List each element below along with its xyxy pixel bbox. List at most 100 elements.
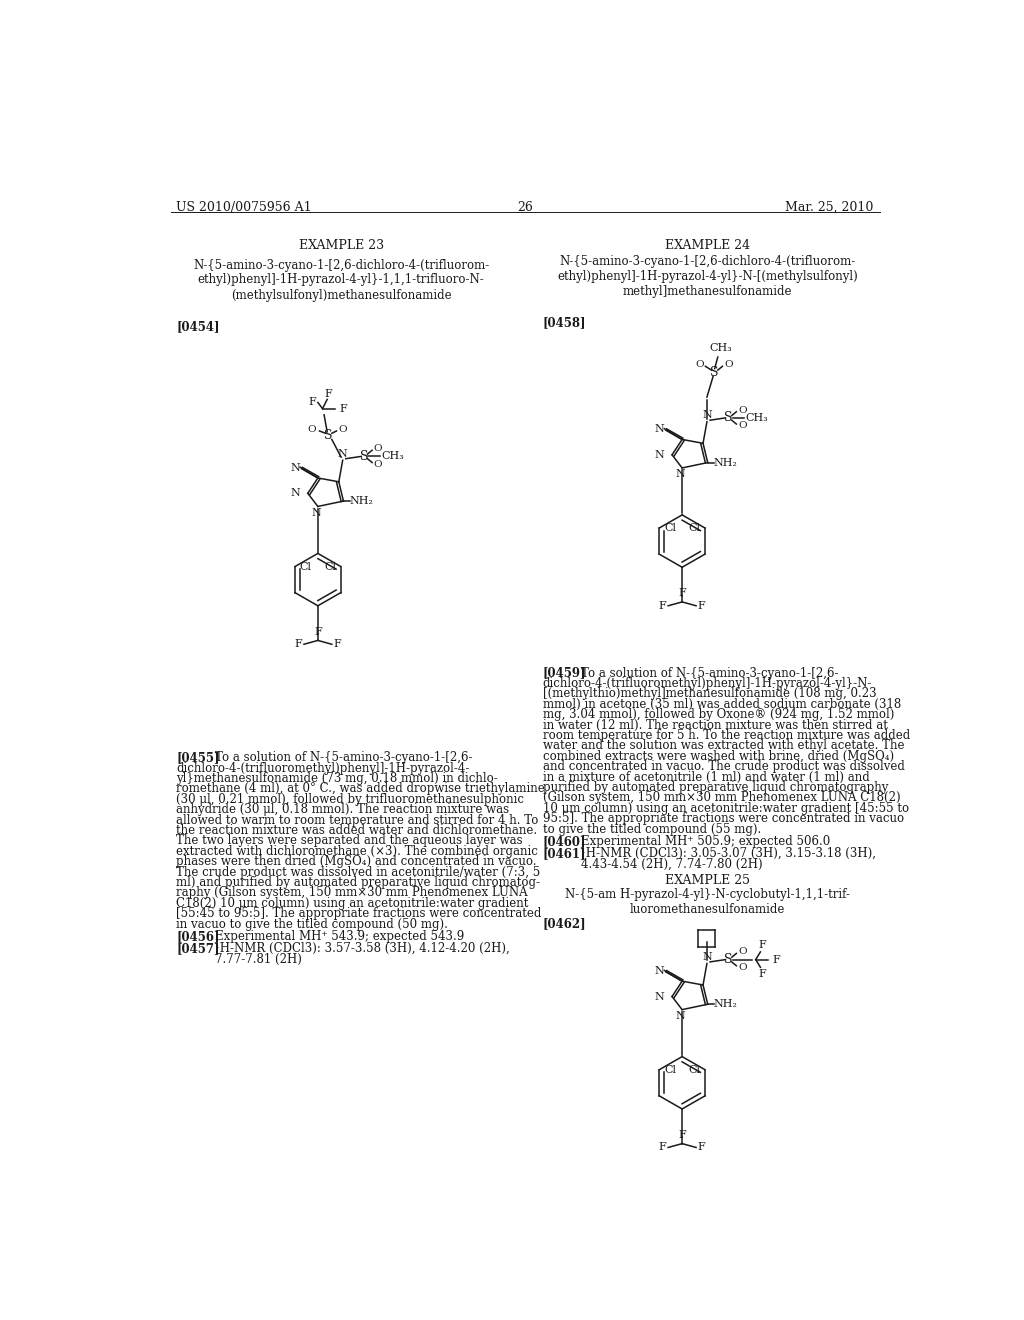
Text: F: F: [773, 954, 780, 965]
Text: O: O: [307, 425, 316, 434]
Text: N: N: [676, 470, 685, 479]
Text: (30 μl, 0.21 mmol), followed by trifluoromethanesulphonic: (30 μl, 0.21 mmol), followed by trifluor…: [176, 793, 524, 807]
Text: [0461]: [0461]: [543, 847, 586, 861]
Text: Cl: Cl: [664, 1065, 676, 1074]
Text: N: N: [654, 991, 665, 1002]
Text: Experimental MH⁺ 505.9; expected 506.0: Experimental MH⁺ 505.9; expected 506.0: [582, 836, 830, 849]
Text: F: F: [325, 389, 333, 400]
Text: S: S: [724, 412, 733, 425]
Text: EXAMPLE 25: EXAMPLE 25: [666, 874, 751, 887]
Text: F: F: [658, 601, 667, 611]
Text: [0459]: [0459]: [543, 667, 586, 680]
Text: CH₃: CH₃: [745, 413, 768, 422]
Text: romethane (4 ml), at 0° C., was added dropwise triethylamine: romethane (4 ml), at 0° C., was added dr…: [176, 783, 545, 796]
Text: NH₂: NH₂: [714, 999, 737, 1010]
Text: N-{5-am H-pyrazol-4-yl}-N-cyclobutyl-1,1,1-trif-
luoromethanesulfonamide: N-{5-am H-pyrazol-4-yl}-N-cyclobutyl-1,1…: [565, 888, 850, 916]
Text: ml) and purified by automated preparative liquid chromatog-: ml) and purified by automated preparativ…: [176, 876, 540, 890]
Text: To a solution of N-{5-amino-3-cyano-1-[2,6-: To a solution of N-{5-amino-3-cyano-1-[2…: [582, 667, 839, 680]
Text: in vacuo to give the titled compound (50 mg).: in vacuo to give the titled compound (50…: [176, 917, 447, 931]
Text: Mar. 25, 2010: Mar. 25, 2010: [785, 201, 873, 214]
Text: Experimental MH⁺ 543.9; expected 543.9: Experimental MH⁺ 543.9; expected 543.9: [215, 931, 464, 944]
Text: [55:45 to 95:5]. The appropriate fractions were concentrated: [55:45 to 95:5]. The appropriate fractio…: [176, 907, 542, 920]
Text: 4.43-4.54 (2H), 7.74-7.80 (2H): 4.43-4.54 (2H), 7.74-7.80 (2H): [582, 858, 763, 871]
Text: N: N: [291, 463, 300, 473]
Text: Cl: Cl: [688, 1065, 700, 1074]
Text: S: S: [724, 953, 733, 966]
Text: allowed to warm to room temperature and stirred for 4 h. To: allowed to warm to room temperature and …: [176, 813, 539, 826]
Text: in a mixture of acetonitrile (1 ml) and water (1 ml) and: in a mixture of acetonitrile (1 ml) and …: [543, 771, 869, 784]
Text: [(methylthio)methyl]methanesulfonamide (108 mg, 0.23: [(methylthio)methyl]methanesulfonamide (…: [543, 688, 877, 701]
Text: NH₂: NH₂: [349, 496, 374, 506]
Text: dichloro-4-(trifluoromethyl)phenyl]-1H-pyrazol-4-: dichloro-4-(trifluoromethyl)phenyl]-1H-p…: [176, 762, 469, 775]
Text: extracted with dichloromethane (×3). The combined organic: extracted with dichloromethane (×3). The…: [176, 845, 538, 858]
Text: [0460]: [0460]: [543, 836, 586, 849]
Text: in water (12 ml). The reaction mixture was then stirred at: in water (12 ml). The reaction mixture w…: [543, 718, 888, 731]
Text: [0455]: [0455]: [176, 751, 219, 764]
Text: N-{5-amino-3-cyano-1-[2,6-dichloro-4-(trifluorom-
ethyl)phenyl]-1H-pyrazol-4-yl}: N-{5-amino-3-cyano-1-[2,6-dichloro-4-(tr…: [193, 259, 489, 301]
Text: F: F: [697, 1143, 706, 1152]
Text: the reaction mixture was added water and dichloromethane.: the reaction mixture was added water and…: [176, 824, 538, 837]
Text: F: F: [295, 639, 302, 649]
Text: [0462]: [0462]: [543, 917, 587, 931]
Text: combined extracts were washed with brine, dried (MgSO₄): combined extracts were washed with brine…: [543, 750, 894, 763]
Text: O: O: [374, 445, 382, 453]
Text: O: O: [738, 962, 746, 972]
Text: mmol) in acetone (35 ml) was added sodium carbonate (318: mmol) in acetone (35 ml) was added sodiu…: [543, 698, 901, 710]
Text: anhydride (30 μl, 0.18 mmol). The reaction mixture was: anhydride (30 μl, 0.18 mmol). The reacti…: [176, 804, 509, 816]
Text: 26: 26: [517, 201, 532, 214]
Text: F: F: [758, 969, 766, 979]
Text: O: O: [738, 948, 746, 957]
Text: N: N: [654, 425, 665, 434]
Text: Cl: Cl: [688, 523, 700, 533]
Text: C18(2) 10 μm column) using an acetonitrile:water gradient: C18(2) 10 μm column) using an acetonitri…: [176, 896, 528, 909]
Text: O: O: [695, 360, 703, 370]
Text: NH₂: NH₂: [714, 458, 737, 467]
Text: N: N: [338, 449, 347, 459]
Text: N: N: [311, 508, 322, 517]
Text: F: F: [697, 601, 706, 611]
Text: The two layers were separated and the aqueous layer was: The two layers were separated and the aq…: [176, 834, 522, 847]
Text: F: F: [340, 404, 347, 413]
Text: To a solution of N-{5-amino-3-cyano-1-[2,6-: To a solution of N-{5-amino-3-cyano-1-[2…: [215, 751, 472, 764]
Text: dichloro-4-(trifluoromethyl)phenyl]-1H-pyrazol-4-yl}-N-: dichloro-4-(trifluoromethyl)phenyl]-1H-p…: [543, 677, 872, 690]
Text: N: N: [654, 966, 665, 975]
Text: O: O: [738, 421, 746, 430]
Text: phases were then dried (MgSO₄) and concentrated in vacuo.: phases were then dried (MgSO₄) and conce…: [176, 855, 537, 869]
Text: F: F: [334, 639, 341, 649]
Text: room temperature for 5 h. To the reaction mixture was added: room temperature for 5 h. To the reactio…: [543, 729, 910, 742]
Text: mg, 3.04 mmol), followed by Oxone® (924 mg, 1.52 mmol): mg, 3.04 mmol), followed by Oxone® (924 …: [543, 708, 894, 721]
Text: ¹H-NMR (CDCl3): 3.57-3.58 (3H), 4.12-4.20 (2H),: ¹H-NMR (CDCl3): 3.57-3.58 (3H), 4.12-4.2…: [215, 942, 510, 956]
Text: US 2010/0075956 A1: US 2010/0075956 A1: [176, 201, 311, 214]
Text: N: N: [290, 488, 300, 499]
Text: 10 μm column) using an acetonitrile:water gradient [45:55 to: 10 μm column) using an acetonitrile:wate…: [543, 801, 908, 814]
Text: purified by automated preparative liquid chromatography: purified by automated preparative liquid…: [543, 781, 888, 793]
Text: F: F: [678, 1130, 686, 1139]
Text: yl}methanesulfonamide (73 mg, 0.18 mmol) in dichlo-: yl}methanesulfonamide (73 mg, 0.18 mmol)…: [176, 772, 498, 785]
Text: F: F: [758, 940, 766, 950]
Text: EXAMPLE 23: EXAMPLE 23: [299, 239, 384, 252]
Text: and concentrated in vacuo. The crude product was dissolved: and concentrated in vacuo. The crude pro…: [543, 760, 904, 774]
Text: F: F: [678, 589, 686, 598]
Text: [0454]: [0454]: [176, 321, 219, 333]
Text: S: S: [711, 366, 719, 379]
Text: [0456]: [0456]: [176, 931, 219, 944]
Text: F: F: [658, 1143, 667, 1152]
Text: EXAMPLE 24: EXAMPLE 24: [666, 239, 751, 252]
Text: CH₃: CH₃: [710, 343, 732, 354]
Text: [0457]: [0457]: [176, 942, 219, 956]
Text: 7.77-7.81 (2H): 7.77-7.81 (2H): [215, 953, 302, 966]
Text: F: F: [308, 397, 316, 408]
Text: N-{5-amino-3-cyano-1-[2,6-dichloro-4-(trifluorom-
ethyl)phenyl]-1H-pyrazol-4-yl}: N-{5-amino-3-cyano-1-[2,6-dichloro-4-(tr…: [557, 255, 858, 297]
Text: O: O: [374, 459, 382, 469]
Text: Cl: Cl: [300, 561, 311, 572]
Text: O: O: [738, 405, 746, 414]
Text: to give the titled compound (55 mg).: to give the titled compound (55 mg).: [543, 822, 761, 836]
Text: O: O: [338, 425, 347, 434]
Text: F: F: [314, 627, 322, 636]
Text: raphy (Gilson system, 150 mm×30 mm Phenomenex LUNA: raphy (Gilson system, 150 mm×30 mm Pheno…: [176, 887, 527, 899]
Text: 95:5]. The appropriate fractions were concentrated in vacuo: 95:5]. The appropriate fractions were co…: [543, 812, 904, 825]
Text: N: N: [676, 1011, 685, 1022]
Text: Cl: Cl: [664, 523, 676, 533]
Text: S: S: [325, 429, 333, 442]
Text: (Gilson system, 150 mm×30 mm Phenomenex LUNA C18(2): (Gilson system, 150 mm×30 mm Phenomenex …: [543, 792, 900, 804]
